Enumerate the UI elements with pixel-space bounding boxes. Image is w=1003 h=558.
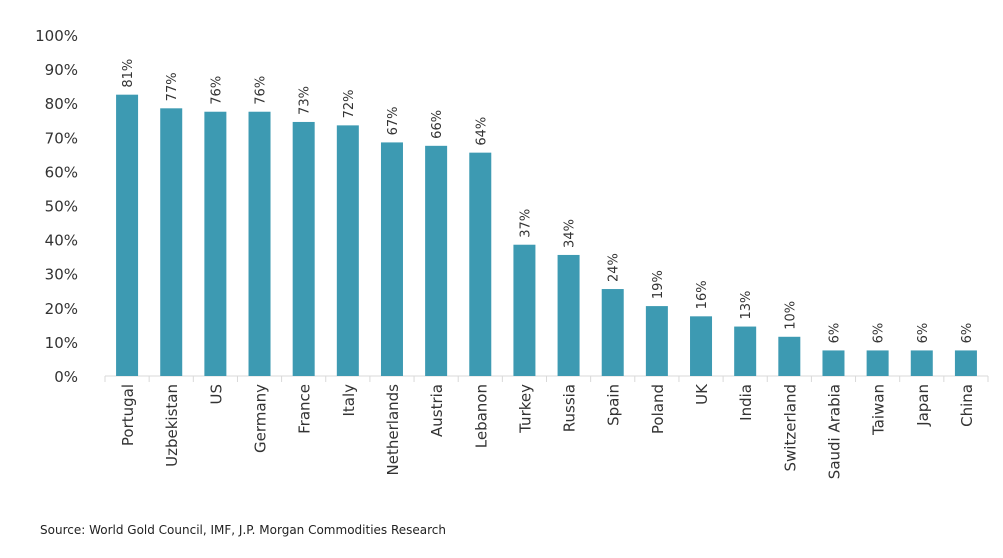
- x-tick-label: Lebanon: [472, 384, 490, 448]
- bar: [336, 125, 359, 377]
- y-tick-label: 60%: [45, 163, 78, 181]
- x-tick-label: Uzbekistan: [163, 384, 181, 467]
- bar: [292, 121, 315, 376]
- bar: [116, 94, 139, 377]
- data-label: 37%: [518, 209, 533, 238]
- y-tick-label: 0%: [54, 368, 78, 386]
- y-tick-label: 50%: [45, 198, 78, 216]
- x-tick-label: UK: [693, 383, 711, 405]
- data-label: 19%: [651, 270, 666, 299]
- y-tick-label: 90%: [45, 61, 78, 79]
- bar: [822, 350, 845, 376]
- x-tick-label: India: [737, 384, 755, 421]
- bar: [557, 254, 580, 376]
- data-label: 13%: [739, 291, 754, 320]
- source-note: Source: World Gold Council, IMF, J.P. Mo…: [40, 523, 447, 537]
- y-tick-label: 10%: [45, 334, 78, 352]
- x-tick-label: Netherlands: [384, 384, 402, 476]
- data-label: 66%: [430, 110, 445, 139]
- bar: [954, 350, 977, 376]
- x-tick-label: Spain: [605, 384, 623, 426]
- y-tick-label: 80%: [45, 95, 78, 113]
- x-tick-label: Austria: [428, 384, 446, 437]
- x-tick-label: Poland: [649, 384, 667, 434]
- x-tick-label: China: [958, 384, 976, 427]
- x-tick-label: Turkey: [516, 384, 534, 434]
- x-tick-label: Taiwan: [870, 384, 888, 436]
- x-tick-label: US: [207, 384, 225, 405]
- data-label: 67%: [386, 107, 401, 136]
- bar: [866, 350, 889, 376]
- x-tick-label: Italy: [340, 384, 358, 417]
- bar: [425, 145, 448, 376]
- bar: [645, 306, 668, 376]
- bar: [160, 108, 183, 376]
- bar: [248, 111, 271, 376]
- data-label: 72%: [342, 89, 357, 118]
- x-tick-label: Portugal: [119, 384, 137, 446]
- data-label: 10%: [783, 301, 798, 330]
- bar: [734, 326, 757, 376]
- data-label: 6%: [960, 323, 975, 344]
- data-label: 81%: [121, 59, 136, 88]
- y-tick-label: 40%: [45, 232, 78, 250]
- x-tick-label: France: [296, 384, 314, 434]
- bar: [469, 152, 492, 376]
- x-tick-label: Japan: [914, 384, 932, 427]
- bar: [380, 142, 403, 376]
- bar: [778, 336, 801, 376]
- x-tick-label: Germany: [252, 384, 270, 453]
- data-label: 64%: [474, 117, 489, 146]
- data-label: 34%: [563, 219, 578, 248]
- data-label: 6%: [916, 323, 931, 344]
- x-tick-label: Russia: [561, 384, 579, 432]
- bar: [204, 111, 227, 376]
- data-label: 77%: [165, 72, 180, 101]
- y-tick-label: 100%: [35, 27, 78, 45]
- bar-chart: 0% 10% 20% 30% 40% 50% 60% 70% 80% 90% 100% 81% Port…: [35, 27, 989, 479]
- data-label: 76%: [209, 76, 224, 105]
- data-label: 6%: [872, 323, 887, 344]
- y-tick-label: 70%: [45, 129, 78, 147]
- bar: [690, 316, 713, 376]
- data-label: 76%: [254, 76, 269, 105]
- x-tick-label: Saudi Arabia: [825, 384, 843, 479]
- y-tick-label: 30%: [45, 266, 78, 284]
- bar: [601, 289, 624, 376]
- y-tick-label: 20%: [45, 300, 78, 318]
- x-tick-label: Switzerland: [781, 384, 799, 472]
- bar: [513, 244, 536, 376]
- data-label: 6%: [827, 323, 842, 344]
- data-label: 73%: [298, 86, 313, 115]
- data-label: 16%: [695, 280, 710, 309]
- bar: [910, 350, 933, 376]
- data-label: 24%: [607, 253, 622, 282]
